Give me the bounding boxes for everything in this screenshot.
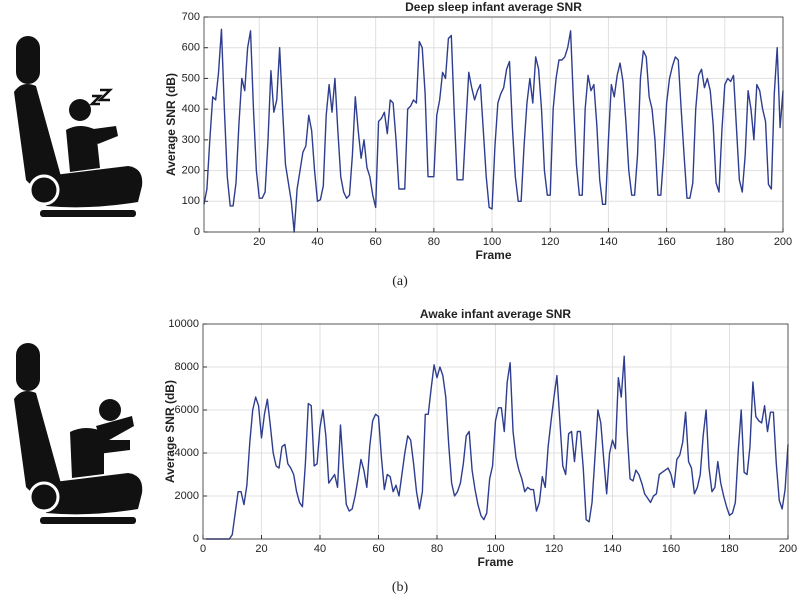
x-tick-label: 100: [486, 543, 504, 555]
x-tick-label: 200: [774, 236, 792, 248]
y-tick-label: 4000: [175, 447, 199, 459]
y-axis-label: Average SNR (dB): [163, 380, 177, 483]
y-tick-label: 0: [193, 533, 199, 545]
x-tick-label: 0: [200, 543, 206, 555]
x-axis-label: Frame: [475, 248, 511, 262]
x-tick-label: 140: [603, 543, 621, 555]
x-tick-label: 100: [483, 236, 501, 248]
y-axis-label: Average SNR (dB): [164, 73, 178, 176]
x-tick-label: 40: [314, 543, 326, 555]
x-tick-label: 80: [431, 543, 443, 555]
y-tick-label: 0: [194, 226, 200, 238]
x-tick-label: 140: [599, 236, 617, 248]
y-tick-label: 6000: [175, 404, 199, 416]
y-tick-label: 100: [182, 195, 200, 207]
x-tick-label: 60: [370, 236, 382, 248]
x-axis-label: Frame: [477, 555, 513, 569]
x-tick-label: 120: [545, 543, 563, 555]
x-tick-label: 160: [662, 543, 680, 555]
y-tick-label: 700: [182, 11, 200, 23]
y-tick-label: 8000: [175, 361, 199, 373]
x-tick-label: 180: [716, 236, 734, 248]
x-tick-label: 160: [657, 236, 675, 248]
y-tick-label: 500: [182, 72, 200, 84]
x-tick-label: 40: [311, 236, 323, 248]
plot-frame: [203, 16, 784, 233]
y-tick-label: 300: [182, 134, 200, 146]
chart-title: Deep sleep infant average SNR: [405, 0, 582, 14]
y-tick-label: 600: [182, 42, 200, 54]
x-tick-label: 60: [372, 543, 384, 555]
caption: (b): [392, 580, 409, 595]
x-tick-label: 180: [720, 543, 738, 555]
x-tick-label: 80: [428, 236, 440, 248]
x-tick-label: 20: [255, 543, 267, 555]
data-line: [205, 355, 789, 540]
y-tick-label: 400: [182, 103, 200, 115]
y-tick-label: 10000: [168, 318, 199, 330]
data-line: [203, 28, 784, 233]
x-tick-label: 20: [253, 236, 265, 248]
y-tick-label: 2000: [175, 490, 199, 502]
awake-infant-icon: [14, 343, 143, 524]
plot-frame: [202, 323, 789, 540]
x-tick-label: 120: [541, 236, 559, 248]
caption: (a): [392, 274, 408, 289]
y-tick-label: 200: [182, 164, 200, 176]
x-tick-label: 200: [779, 543, 797, 555]
sleeping-infant-icon: [14, 36, 143, 217]
chart-title: Awake infant average SNR: [420, 307, 572, 321]
